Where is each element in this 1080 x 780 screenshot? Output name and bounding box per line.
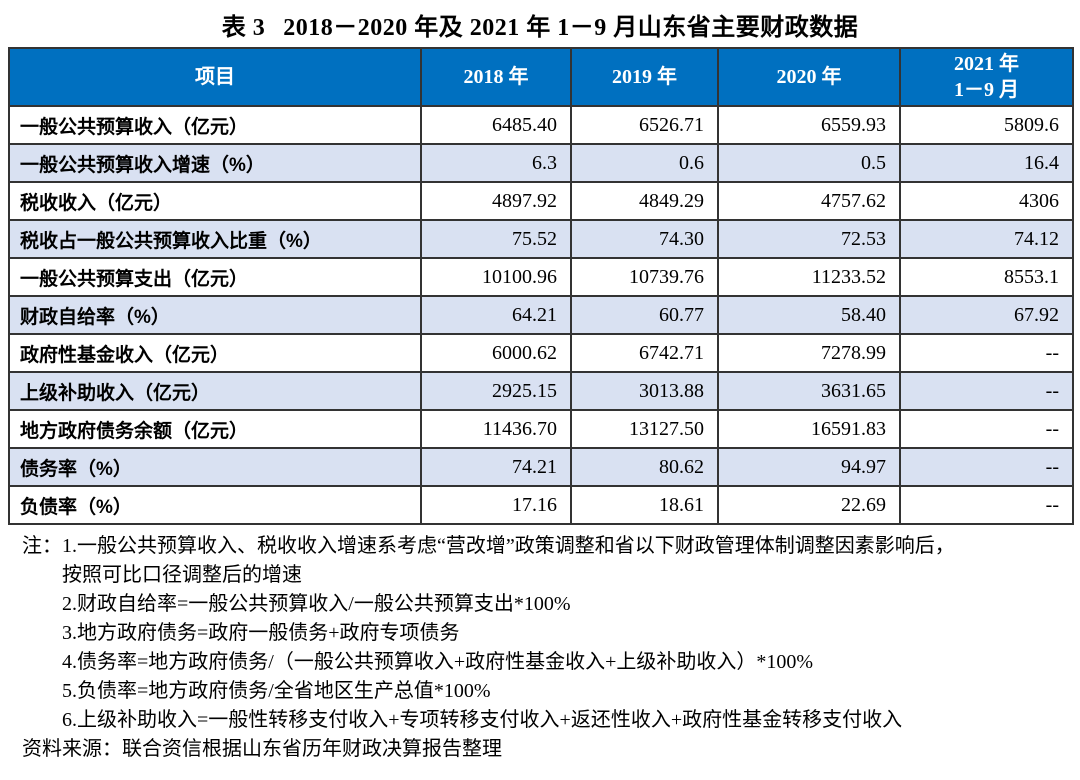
cell-value: 0.5: [717, 143, 901, 183]
cell-value: 6526.71: [570, 105, 719, 145]
table-row: 一般公共预算支出（亿元） 10100.96 10739.76 11233.52 8553…: [8, 257, 1074, 297]
cell-value: 11436.70: [420, 409, 572, 449]
page-title: 表 3 2018－2020 年及 2021 年 1－9 月山东省主要财政数据: [0, 0, 1080, 42]
row-label: 一般公共预算支出（亿元）: [8, 257, 422, 297]
cell-value: 75.52: [420, 219, 572, 259]
header-cell-item: 项目: [8, 47, 422, 107]
cell-value: 58.40: [717, 295, 901, 335]
cell-value: 67.92: [899, 295, 1074, 335]
note-item-1-continued: 按照可比口径调整后的增速: [62, 564, 302, 586]
cell-value: 10100.96: [420, 257, 572, 297]
cell-value: 22.69: [717, 485, 901, 525]
cell-value: 18.61: [570, 485, 719, 525]
note-item-3: 3.地方政府债务=政府一般债务+政府专项债务: [62, 622, 460, 644]
note-line-1: 注： 1.一般公共预算收入、税收收入增速系考虑“营改增”政策调整和省以下财政管理…: [22, 532, 1070, 561]
header-cell-2018: 2018 年: [420, 47, 572, 107]
data-source-line: 资料来源：联合资信根据山东省历年财政决算报告整理: [22, 738, 502, 760]
cell-value: 3013.88: [570, 371, 719, 411]
cell-value: 72.53: [717, 219, 901, 259]
cell-value: --: [899, 447, 1074, 487]
header-2021-line2: 1－9 月: [954, 79, 1019, 101]
cell-value: 16.4: [899, 143, 1074, 183]
row-label: 负债率（%）: [8, 485, 422, 525]
table-row: 税收占一般公共预算收入比重（%） 75.52 74.30 72.53 74.12: [8, 219, 1074, 259]
cell-value: 8553.1: [899, 257, 1074, 297]
cell-value: --: [899, 371, 1074, 411]
cell-value: 4849.29: [570, 181, 719, 221]
table-row: 政府性基金收入（亿元） 6000.62 6742.71 7278.99 --: [8, 333, 1074, 373]
cell-value: 74.21: [420, 447, 572, 487]
cell-value: 74.12: [899, 219, 1074, 259]
row-label: 政府性基金收入（亿元）: [8, 333, 422, 373]
table-title-text: 2018－2020 年及 2021 年 1－9 月山东省主要财政数据: [283, 15, 859, 41]
cell-value: 74.30: [570, 219, 719, 259]
row-label: 债务率（%）: [8, 447, 422, 487]
table-row: 一般公共预算收入（亿元） 6485.40 6526.71 6559.93 5809.6: [8, 105, 1074, 145]
cell-value: 7278.99: [717, 333, 901, 373]
note-item-5: 5.负债率=地方政府债务/全省地区生产总值*100%: [62, 680, 491, 702]
cell-value: 3631.65: [717, 371, 901, 411]
note-item-2: 2.财政自给率=一般公共预算收入/一般公共预算支出*100%: [62, 593, 571, 615]
note-item-6: 6.上级补助收入=一般性转移支付收入+专项转移支付收入+返还性收入+政府性基金转…: [62, 709, 903, 731]
cell-value: 6742.71: [570, 333, 719, 373]
cell-value: --: [899, 333, 1074, 373]
row-label: 一般公共预算收入增速（%）: [8, 143, 422, 183]
cell-value: 6000.62: [420, 333, 572, 373]
cell-value: 6559.93: [717, 105, 901, 145]
cell-value: 4757.62: [717, 181, 901, 221]
cell-value: 5809.6: [899, 105, 1074, 145]
row-label: 地方政府债务余额（亿元）: [8, 409, 422, 449]
row-label: 财政自给率（%）: [8, 295, 422, 335]
cell-value: 4306: [899, 181, 1074, 221]
cell-value: 2925.15: [420, 371, 572, 411]
cell-value: 10739.76: [570, 257, 719, 297]
table-row: 债务率（%） 74.21 80.62 94.97 --: [8, 447, 1074, 487]
cell-value: 16591.83: [717, 409, 901, 449]
table-row: 负债率（%） 17.16 18.61 22.69 --: [8, 485, 1074, 525]
row-label: 税收收入（亿元）: [8, 181, 422, 221]
cell-value: 0.6: [570, 143, 719, 183]
header-cell-2021-jan-sep: 2021 年 1－9 月: [899, 47, 1074, 107]
cell-value: 6485.40: [420, 105, 572, 145]
table-row: 地方政府债务余额（亿元） 11436.70 13127.50 16591.83 --: [8, 409, 1074, 449]
table-row: 一般公共预算收入增速（%） 6.3 0.6 0.5 16.4: [8, 143, 1074, 183]
cell-value: 6.3: [420, 143, 572, 183]
row-label: 上级补助收入（亿元）: [8, 371, 422, 411]
note-prefix: 注：: [22, 535, 62, 557]
table-row: 财政自给率（%） 64.21 60.77 58.40 67.92: [8, 295, 1074, 335]
cell-value: --: [899, 409, 1074, 449]
cell-value: 17.16: [420, 485, 572, 525]
note-item-1: 1.一般公共预算收入、税收收入增速系考虑“营改增”政策调整和省以下财政管理体制调…: [62, 535, 955, 557]
cell-value: 13127.50: [570, 409, 719, 449]
table-notes: 注： 1.一般公共预算收入、税收收入增速系考虑“营改增”政策调整和省以下财政管理…: [22, 532, 1070, 764]
cell-value: 80.62: [570, 447, 719, 487]
row-label: 税收占一般公共预算收入比重（%）: [8, 219, 422, 259]
table-header-row: 项目 2018 年 2019 年 2020 年 2021 年 1－9 月: [8, 47, 1074, 107]
cell-value: 60.77: [570, 295, 719, 335]
table-number: 表 3: [221, 15, 266, 41]
cell-value: 4897.92: [420, 181, 572, 221]
header-cell-2019: 2019 年: [570, 47, 719, 107]
header-cell-2020: 2020 年: [717, 47, 901, 107]
table-row: 上级补助收入（亿元） 2925.15 3013.88 3631.65 --: [8, 371, 1074, 411]
cell-value: 64.21: [420, 295, 572, 335]
table-row: 税收收入（亿元） 4897.92 4849.29 4757.62 4306: [8, 181, 1074, 221]
note-item-4: 4.债务率=地方政府债务/（一般公共预算收入+政府性基金收入+上级补助收入）*1…: [62, 651, 814, 673]
row-label: 一般公共预算收入（亿元）: [8, 105, 422, 145]
fiscal-data-table: 项目 2018 年 2019 年 2020 年 2021 年 1－9 月 一般公…: [8, 47, 1074, 525]
header-2021-line1: 2021 年: [954, 53, 1019, 75]
cell-value: 94.97: [717, 447, 901, 487]
cell-value: --: [899, 485, 1074, 525]
cell-value: 11233.52: [717, 257, 901, 297]
